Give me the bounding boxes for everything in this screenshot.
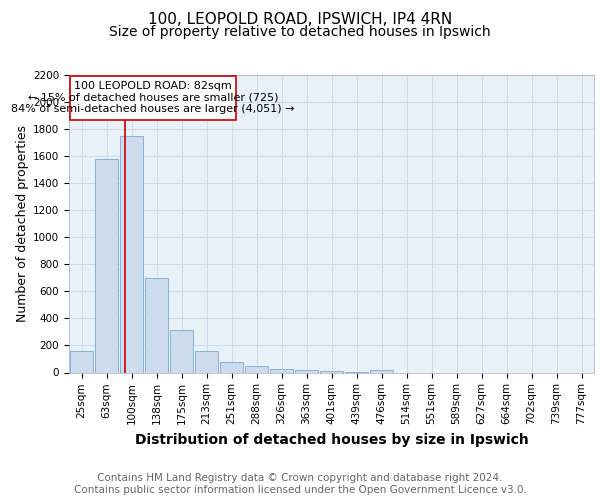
Text: Size of property relative to detached houses in Ipswich: Size of property relative to detached ho… — [109, 25, 491, 39]
Text: ← 15% of detached houses are smaller (725): ← 15% of detached houses are smaller (72… — [28, 92, 278, 102]
Y-axis label: Number of detached properties: Number of detached properties — [16, 125, 29, 322]
X-axis label: Distribution of detached houses by size in Ipswich: Distribution of detached houses by size … — [134, 432, 529, 446]
Bar — [194, 351, 218, 372]
Bar — [119, 136, 143, 372]
Bar — [295, 370, 319, 372]
FancyBboxPatch shape — [70, 76, 236, 120]
Bar — [370, 370, 394, 372]
Bar — [245, 366, 268, 372]
Bar — [145, 278, 169, 372]
Bar — [220, 362, 244, 372]
Text: 84% of semi-detached houses are larger (4,051) →: 84% of semi-detached houses are larger (… — [11, 104, 295, 114]
Bar — [269, 369, 293, 372]
Bar — [320, 371, 343, 372]
Bar — [70, 351, 94, 372]
Text: 100 LEOPOLD ROAD: 82sqm: 100 LEOPOLD ROAD: 82sqm — [74, 82, 232, 92]
Bar — [170, 330, 193, 372]
Text: Contains HM Land Registry data © Crown copyright and database right 2024.
Contai: Contains HM Land Registry data © Crown c… — [74, 474, 526, 495]
Bar — [95, 159, 118, 372]
Text: 100, LEOPOLD ROAD, IPSWICH, IP4 4RN: 100, LEOPOLD ROAD, IPSWICH, IP4 4RN — [148, 12, 452, 28]
